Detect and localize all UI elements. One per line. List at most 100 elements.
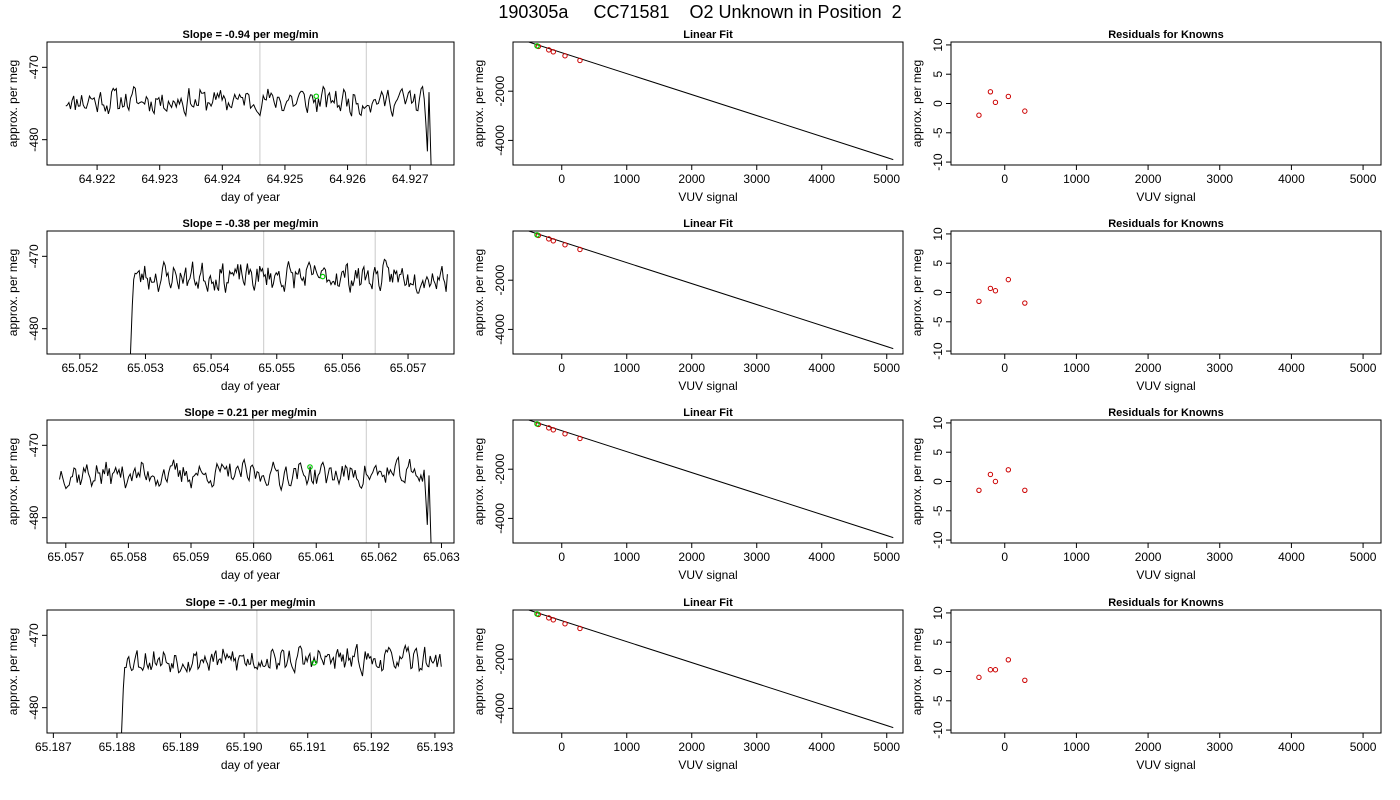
x-tick-label: 3000 bbox=[1206, 550, 1233, 564]
highlight-point bbox=[319, 273, 326, 280]
data-point bbox=[577, 246, 583, 253]
x-tick-label: 2000 bbox=[678, 172, 705, 186]
x-tick-label: 65.057 bbox=[390, 361, 427, 375]
data-point bbox=[550, 427, 556, 433]
y-tick-label: -5 bbox=[931, 127, 945, 138]
x-tick-label: 65.193 bbox=[417, 740, 454, 754]
y-tick-label: 5 bbox=[931, 260, 945, 267]
y-tick-label: -10 bbox=[931, 721, 945, 739]
y-tick-label: -5 bbox=[931, 695, 945, 706]
x-tick-label: 0 bbox=[558, 550, 565, 564]
data-point bbox=[562, 431, 568, 437]
x-tick-label: 64.922 bbox=[79, 172, 116, 186]
highlight-point bbox=[307, 464, 313, 470]
y-axis-label: approx. per meg bbox=[6, 249, 20, 336]
y-axis-label: approx. per meg bbox=[6, 60, 20, 147]
plot-frame bbox=[46, 609, 455, 734]
x-tick-label: 65.188 bbox=[99, 740, 136, 754]
x-tick-label: 65.192 bbox=[353, 740, 390, 754]
data-point bbox=[1022, 108, 1028, 114]
figure-title: 190305a CC71581 O2 Unknown in Position 2 bbox=[498, 2, 902, 22]
x-tick-label: 65.061 bbox=[298, 550, 335, 564]
x-tick-label: 1000 bbox=[1063, 172, 1090, 186]
plot-frame bbox=[46, 41, 455, 166]
data-point bbox=[992, 667, 999, 673]
y-axis-label: approx. per meg bbox=[910, 60, 924, 147]
x-tick-label: 65.187 bbox=[35, 740, 72, 754]
x-tick-label: 4000 bbox=[808, 740, 835, 754]
y-tick-label: -10 bbox=[931, 153, 945, 171]
x-tick-label: 65.058 bbox=[110, 550, 147, 564]
y-tick-label: 10 bbox=[931, 606, 945, 620]
x-tick-label: 1000 bbox=[613, 361, 640, 375]
x-tick-label: 64.925 bbox=[267, 172, 304, 186]
x-tick-label: 64.927 bbox=[392, 172, 429, 186]
x-tick-label: 64.926 bbox=[329, 172, 366, 186]
data-point bbox=[546, 425, 552, 431]
x-tick-label: 65.052 bbox=[61, 361, 98, 375]
y-tick-label: -10 bbox=[931, 342, 945, 360]
x-tick-label: 5000 bbox=[1350, 550, 1377, 564]
x-tick-label: 2000 bbox=[678, 740, 705, 754]
chart-panel-1-2: 0 1000 2000 3000 4000 5000 -2000 -4000 Linear Fi… bbox=[472, 29, 904, 204]
x-tick-label: 5000 bbox=[873, 550, 900, 564]
x-tick-label: 4000 bbox=[1278, 740, 1305, 754]
series-line bbox=[65, 85, 432, 165]
data-point bbox=[987, 471, 994, 478]
x-tick-label: 5000 bbox=[873, 740, 900, 754]
y-tick-label: -470 bbox=[27, 55, 41, 79]
y-tick-label: -4000 bbox=[493, 693, 507, 724]
y-tick-label: -470 bbox=[27, 433, 41, 457]
fit-line bbox=[527, 610, 894, 729]
data-point bbox=[562, 53, 568, 59]
data-layer bbox=[129, 258, 448, 354]
data-layer bbox=[65, 85, 432, 165]
y-tick-label: -2000 bbox=[493, 265, 507, 296]
x-axis-label: VUV signal bbox=[678, 568, 737, 582]
y-tick-label: -480 bbox=[27, 127, 41, 151]
fit-line bbox=[527, 42, 894, 161]
x-tick-label: 5000 bbox=[873, 172, 900, 186]
x-axis-label: VUV signal bbox=[678, 379, 737, 393]
data-layer bbox=[976, 276, 1028, 306]
panel-title: Linear Fit bbox=[683, 218, 733, 230]
y-tick-label: 10 bbox=[931, 227, 945, 241]
y-axis-label: approx. per meg bbox=[910, 249, 924, 336]
highlight-point bbox=[534, 611, 540, 617]
data-layer bbox=[527, 610, 894, 729]
x-tick-label: 65.190 bbox=[226, 740, 263, 754]
x-tick-label: 0 bbox=[558, 172, 565, 186]
x-tick-label: 65.054 bbox=[193, 361, 230, 375]
chart-panel-2-3: 0 1000 2000 3000 4000 5000 10 5 0 -5 -10 Residuals … bbox=[910, 218, 1382, 393]
chart-panel-4-2: 0 1000 2000 3000 4000 5000 -2000 -4000 Linear Fi… bbox=[472, 597, 904, 772]
y-axis-label: approx. per meg bbox=[472, 60, 486, 147]
x-tick-label: 65.055 bbox=[258, 361, 295, 375]
y-tick-label: 10 bbox=[931, 38, 945, 52]
y-tick-label: -4000 bbox=[493, 125, 507, 156]
plot-frame bbox=[46, 230, 455, 355]
x-tick-label: 1000 bbox=[613, 550, 640, 564]
y-tick-label: -2000 bbox=[493, 76, 507, 107]
y-axis-label: approx. per meg bbox=[910, 628, 924, 715]
data-layer bbox=[976, 89, 1028, 118]
x-tick-label: 1000 bbox=[1063, 550, 1090, 564]
data-point bbox=[976, 298, 982, 304]
y-axis-label: approx. per meg bbox=[472, 438, 486, 525]
data-point bbox=[550, 49, 556, 55]
series-line bbox=[59, 455, 432, 543]
y-tick-label: 5 bbox=[931, 639, 945, 646]
data-point bbox=[546, 236, 552, 242]
data-point bbox=[992, 478, 999, 485]
x-tick-label: 1000 bbox=[1063, 740, 1090, 754]
x-tick-label: 1000 bbox=[613, 740, 640, 754]
y-tick-label: -5 bbox=[931, 316, 945, 327]
x-tick-label: 0 bbox=[558, 361, 565, 375]
x-tick-label: 2000 bbox=[1135, 172, 1162, 186]
data-point bbox=[1022, 487, 1028, 493]
x-tick-label: 5000 bbox=[873, 361, 900, 375]
data-point bbox=[992, 99, 999, 106]
x-tick-label: 3000 bbox=[743, 550, 770, 564]
x-tick-label: 65.189 bbox=[162, 740, 199, 754]
x-axis-label: day of year bbox=[221, 568, 280, 582]
